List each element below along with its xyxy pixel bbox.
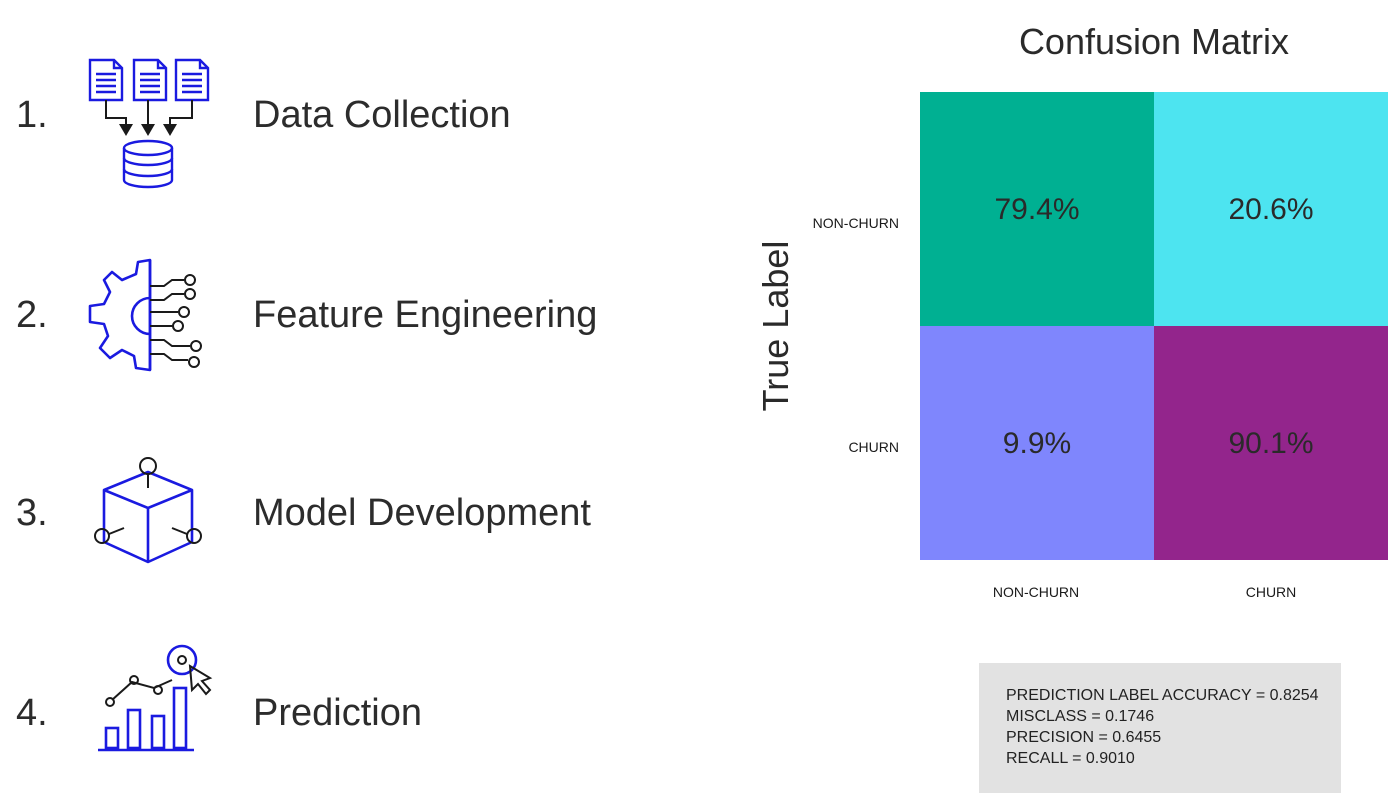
col-label-non-churn: NON-CHURN [993,584,1079,600]
y-axis-label: True Label [755,241,796,412]
step-number: 1. [16,94,48,136]
step-label: Feature Engineering [253,294,598,336]
row-label-non-churn: NON-CHURN [813,215,899,231]
step-data-collection: 1. Data Collection [0,50,700,210]
row-label-churn: CHURN [848,439,899,455]
col-label-churn: CHURN [1246,584,1297,600]
matrix-cell-r1-c0 [920,326,1154,560]
matrix-cell-r0-c0 [920,92,1154,326]
misclass-metric: MISCLASS = 0.1746 [1006,708,1155,725]
chart-title: Confusion Matrix [1019,21,1289,62]
step-label: Prediction [253,692,422,734]
metrics-panel: PREDICTION LABEL ACCURACY = 0.8254 MISCL… [979,663,1341,793]
gear-circuit-icon [88,258,202,372]
documents-to-database-icon [88,58,210,189]
step-label: Model Development [253,492,591,534]
step-model-development: 3. Model Development [0,450,700,610]
matrix-cell-r1-c1 [1154,326,1388,560]
chart-target-cursor-icon [98,644,213,752]
step-prediction: 4. Prediction [0,640,700,800]
matrix-value-r0-c0: 79.4% [994,193,1079,226]
precision-metric: PRECISION = 0.6455 [1006,729,1162,746]
step-feature-engineering: 2. Feature Engineering [0,250,700,410]
step-number: 2. [16,294,48,336]
recall-metric: RECALL = 0.9010 [1006,750,1135,767]
step-number: 3. [16,492,48,534]
matrix-value-r1-c1: 90.1% [1228,427,1313,460]
step-label: Data Collection [253,94,511,136]
step-number: 4. [16,692,48,734]
confusion-matrix-chart: Confusion Matrix True Label 79.4% 20.6% 9.… [755,21,1388,600]
matrix-value-r1-c0: 9.9% [1003,427,1071,460]
matrix-cell-r0-c1 [1154,92,1388,326]
cube-nodes-icon [94,457,202,564]
accuracy-metric: PREDICTION LABEL ACCURACY = 0.8254 [1006,687,1319,704]
matrix-value-r0-c1: 20.6% [1228,193,1313,226]
